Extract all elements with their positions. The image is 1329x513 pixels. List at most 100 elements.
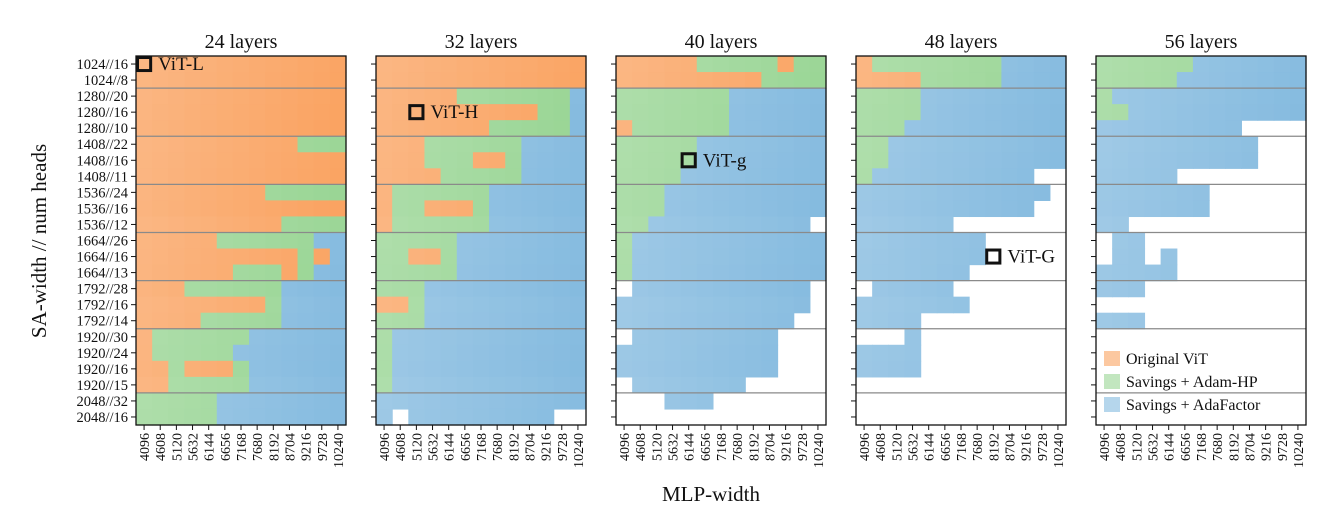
heatmap-cell-O [424, 56, 442, 73]
heatmap-cell-O [408, 152, 426, 169]
heatmap-cell-B [680, 312, 698, 330]
panel-32-layers: 32 layers 4096 4608 5120 5632 6144 6656 7168 768… [371, 31, 587, 468]
heatmap-cell-B [888, 232, 906, 250]
heatmap-cell-B [1128, 200, 1146, 218]
heatmap-cell-G [456, 136, 474, 153]
heatmap-cell-B [1257, 88, 1275, 105]
panel-title: 48 layers [925, 31, 998, 53]
heatmap-cell-B [521, 248, 539, 266]
heatmap-cell-B [761, 184, 779, 201]
heatmap-cell-B [632, 312, 649, 330]
heatmap-cell-O [249, 152, 266, 169]
heatmap-cell-B [712, 184, 730, 201]
heatmap-cell-O [680, 56, 698, 73]
heatmap-cell-O [505, 56, 522, 73]
heatmap-cell-O [136, 56, 153, 73]
panel-40-layers: 40 layers 4096 4608 5120 5632 6144 6656 7168 768… [611, 31, 827, 468]
x-tick-label: 8704 [763, 433, 778, 461]
legend-label: Savings + Adam-HP [1126, 374, 1258, 391]
model-marker-box [408, 104, 425, 121]
heatmap-cell-B [537, 296, 555, 314]
heatmap-cell-G [616, 216, 633, 234]
heatmap-cell-B [1112, 88, 1129, 105]
heatmap-cell-G [745, 56, 762, 73]
heatmap-cell-B [489, 184, 506, 201]
heatmap-cell-B [664, 232, 682, 250]
heatmap-cell-G [408, 216, 426, 234]
heatmap-cell-B [664, 248, 682, 266]
heatmap-cell-G [1144, 56, 1162, 73]
heatmap-cell-B [537, 216, 555, 234]
heatmap-cell-O [232, 248, 250, 266]
heatmap-cell-G [809, 72, 827, 89]
heatmap-cell-B [1241, 72, 1259, 89]
heatmap-cell-O [265, 200, 282, 218]
heatmap-cell-O [616, 72, 633, 89]
heatmap-cell-O [200, 88, 218, 105]
heatmap-cell-O [648, 72, 666, 89]
y-tick-label: 1408//16 [76, 153, 128, 169]
heatmap-cell-B [872, 168, 889, 185]
heatmap-cell-O [152, 184, 169, 201]
heatmap-cell-O [297, 152, 315, 169]
heatmap-cell-O [168, 280, 186, 298]
heatmap-cell-B [569, 296, 587, 314]
heatmap-cell-O [184, 56, 202, 73]
heatmap-cell-B [729, 264, 746, 282]
heatmap-cell-B [232, 408, 250, 426]
heatmap-cell-B [985, 200, 1002, 218]
heatmap-cell-B [1289, 72, 1307, 89]
heatmap-cell-B [329, 296, 347, 314]
heatmap-cell-B [1049, 56, 1067, 73]
heatmap-cell-B [456, 232, 474, 250]
heatmap-cell-B [1001, 56, 1019, 73]
heatmap-cell-O [281, 264, 299, 282]
heatmap-cell-B [872, 184, 889, 201]
heatmap-cell-B [777, 152, 795, 169]
heatmap-cell-G [696, 120, 714, 137]
heatmap-cell-B [1128, 104, 1146, 121]
heatmap-cell-G [297, 136, 315, 153]
heatmap-cell-B [505, 184, 522, 201]
heatmap-cell-B [680, 328, 698, 346]
heatmap-cell-B [232, 392, 250, 410]
x-tick-label: 6144 [443, 433, 458, 461]
heatmap-cell-B [616, 360, 633, 378]
heatmap-cell-B [696, 360, 714, 378]
heatmap-cell-B [297, 392, 315, 410]
heatmap-cell-O [392, 152, 409, 169]
heatmap-cell-B [761, 200, 779, 218]
heatmap-cell-O [456, 72, 474, 89]
y-tick-label: 1024//8 [84, 73, 128, 89]
heatmap-cell-B [1096, 120, 1113, 137]
heatmap-cell-B [680, 296, 698, 314]
heatmap-cell-B [777, 184, 795, 201]
heatmap-cell-B [632, 376, 649, 394]
heatmap-cell-G [952, 72, 970, 89]
heatmap-cell-B [521, 264, 539, 282]
heatmap-cell-B [809, 232, 827, 250]
heatmap-cell-B [569, 136, 587, 153]
heatmap-cell-B [680, 392, 698, 410]
heatmap-cell-O [376, 56, 393, 73]
heatmap-cell-O [216, 56, 234, 73]
heatmap-cell-G [936, 72, 954, 89]
heatmap-cell-G [872, 152, 889, 169]
heatmap-cell-O [281, 152, 299, 169]
heatmap-cell-B [936, 232, 954, 250]
heatmap-cell-G [200, 280, 218, 298]
heatmap-cell-B [1241, 56, 1259, 73]
heatmap-cell-B [904, 264, 922, 282]
panel-title: 24 layers [205, 31, 278, 53]
heatmap-cell-G [489, 120, 506, 137]
heatmap-cell-G [376, 328, 393, 346]
heatmap-cell-B [712, 136, 730, 153]
heatmap-cell-B [696, 376, 714, 394]
heatmap-cell-B [569, 200, 587, 218]
heatmap-cell-B [1017, 104, 1035, 121]
heatmap-cell-O [249, 120, 266, 137]
heatmap-cell-B [265, 392, 282, 410]
heatmap-cell-B [680, 184, 698, 201]
heatmap-cell-B [872, 344, 889, 362]
heatmap-cell-B [729, 184, 746, 201]
